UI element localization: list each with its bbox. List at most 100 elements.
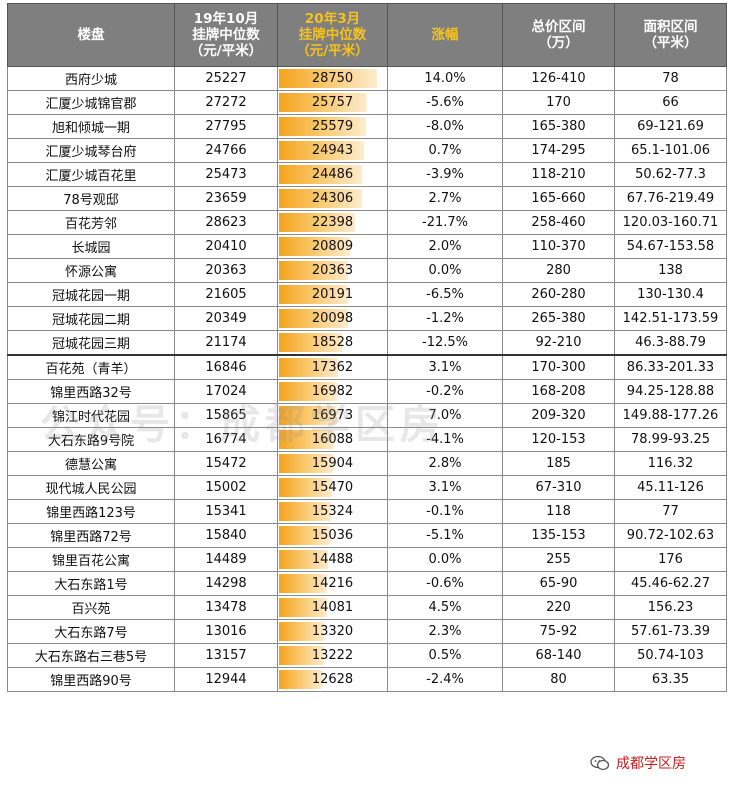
cell-change: 0.0% xyxy=(387,547,503,572)
cell-estate: 大石东路7号 xyxy=(7,619,175,644)
cell-value: 18528 xyxy=(311,335,354,350)
cell-value: 15470 xyxy=(311,480,354,495)
table-row: 德慧公寓 15472 15904 2.8% 185 116.32 xyxy=(7,451,727,476)
cell-value: 13320 xyxy=(311,624,354,639)
cell-area-range: 67.76-219.49 xyxy=(614,186,727,211)
cell-area-range: 45.46-62.27 xyxy=(614,571,727,596)
cell-oct-median: 21605 xyxy=(174,282,278,307)
cell-area-range: 86.33-201.33 xyxy=(614,354,727,380)
cell-mar-median: 14081 xyxy=(277,595,388,620)
cell-mar-median: 20809 xyxy=(277,234,388,259)
cell-change: -5.6% xyxy=(387,90,503,115)
cell-change: 2.3% xyxy=(387,619,503,644)
cell-estate: 大石东路右三巷5号 xyxy=(7,643,175,668)
cell-price-range: 280 xyxy=(502,258,615,283)
value-bar xyxy=(279,261,349,280)
value-bar xyxy=(279,382,337,401)
cell-mar-median: 20098 xyxy=(277,306,388,331)
cell-mar-median: 25757 xyxy=(277,90,388,115)
table-row: 汇厦少城锦官郡 27272 25757 -5.6% 170 66 xyxy=(7,90,727,115)
cell-price-range: 92-210 xyxy=(502,330,615,356)
cell-price-range: 67-310 xyxy=(502,475,615,500)
table-row: 大石东路9号院 16774 16088 -4.1% 120-153 78.99-93.25 xyxy=(7,427,727,452)
cell-value: 28750 xyxy=(311,71,354,86)
cell-change: 0.5% xyxy=(387,643,503,668)
cell-mar-median: 24306 xyxy=(277,186,388,211)
cell-oct-median: 25227 xyxy=(174,66,278,91)
cell-price-range: 135-153 xyxy=(502,523,615,548)
cell-price-range: 209-320 xyxy=(502,403,615,428)
table-row: 旭和倾城一期 27795 25579 -8.0% 165-380 69-121.69 xyxy=(7,114,727,139)
cell-change: -0.2% xyxy=(387,379,503,404)
cell-change: -5.1% xyxy=(387,523,503,548)
cell-oct-median: 20363 xyxy=(174,258,278,283)
cell-mar-median: 15324 xyxy=(277,499,388,524)
cell-change: -1.2% xyxy=(387,306,503,331)
cell-oct-median: 15002 xyxy=(174,475,278,500)
cell-estate: 锦里百花公寓 xyxy=(7,547,175,572)
cell-area-range: 65.1-101.06 xyxy=(614,138,727,163)
cell-price-range: 260-280 xyxy=(502,282,615,307)
value-bar xyxy=(279,189,362,208)
cell-oct-median: 13157 xyxy=(174,643,278,668)
cell-value: 15324 xyxy=(311,504,354,519)
cell-oct-median: 15472 xyxy=(174,451,278,476)
cell-price-range: 65-90 xyxy=(502,571,615,596)
cell-change: 0.0% xyxy=(387,258,503,283)
cell-estate: 大石东路1号 xyxy=(7,571,175,596)
cell-value: 20191 xyxy=(311,287,354,302)
cell-change: 3.1% xyxy=(387,475,503,500)
cell-estate: 汇厦少城琴台府 xyxy=(7,138,175,163)
table-row: 汇厦少城百花里 25473 24486 -3.9% 118-210 50.62-77.3 xyxy=(7,162,727,187)
cell-estate: 德慧公寓 xyxy=(7,451,175,476)
cell-estate: 现代城人民公园 xyxy=(7,475,175,500)
table-row: 锦江时代花园 15865 16973 7.0% 209-320 149.88-177.26 xyxy=(7,403,727,428)
cell-price-range: 170-300 xyxy=(502,354,615,380)
cell-change: -6.5% xyxy=(387,282,503,307)
cell-change: 3.1% xyxy=(387,354,503,380)
cell-oct-median: 13016 xyxy=(174,619,278,644)
cell-estate: 锦里西路32号 xyxy=(7,379,175,404)
cell-area-range: 149.88-177.26 xyxy=(614,403,727,428)
cell-change: 2.0% xyxy=(387,234,503,259)
cell-value: 15036 xyxy=(311,528,354,543)
cell-mar-median: 28750 xyxy=(277,66,388,91)
cell-value: 24486 xyxy=(311,167,354,182)
cell-area-range: 69-121.69 xyxy=(614,114,727,139)
table-row: 长城园 20410 20809 2.0% 110-370 54.67-153.58 xyxy=(7,234,727,259)
cell-value: 24306 xyxy=(311,191,354,206)
cell-price-range: 120-153 xyxy=(502,427,615,452)
table-row: 现代城人民公园 15002 15470 3.1% 67-310 45.11-126 xyxy=(7,475,727,500)
cell-price-range: 185 xyxy=(502,451,615,476)
cell-value: 25579 xyxy=(311,119,354,134)
cell-price-range: 165-660 xyxy=(502,186,615,211)
cell-oct-median: 14489 xyxy=(174,547,278,572)
cell-mar-median: 13320 xyxy=(277,619,388,644)
cell-area-range: 50.62-77.3 xyxy=(614,162,727,187)
cell-mar-median: 14216 xyxy=(277,571,388,596)
cell-value: 16088 xyxy=(311,432,354,447)
cell-mar-median: 16973 xyxy=(277,403,388,428)
cell-area-range: 120.03-160.71 xyxy=(614,210,727,235)
cell-oct-median: 28623 xyxy=(174,210,278,235)
cell-mar-median: 15904 xyxy=(277,451,388,476)
value-bar xyxy=(279,406,337,425)
cell-change: -12.5% xyxy=(387,330,503,356)
table-body: 西府少城 25227 28750 14.0% 126-410 78 汇厦少城锦官郡 27272… xyxy=(7,66,727,692)
cell-change: -4.1% xyxy=(387,427,503,452)
cell-area-range: 46.3-88.79 xyxy=(614,330,727,356)
value-bar xyxy=(279,237,350,256)
cell-oct-median: 27795 xyxy=(174,114,278,139)
cell-value: 16982 xyxy=(311,384,354,399)
cell-value: 24943 xyxy=(311,143,354,158)
value-bar xyxy=(279,213,356,232)
value-bar xyxy=(279,670,323,689)
cell-change: 0.7% xyxy=(387,138,503,163)
cell-mar-median: 20363 xyxy=(277,258,388,283)
cell-price-range: 68-140 xyxy=(502,643,615,668)
cell-change: -2.4% xyxy=(387,667,503,692)
cell-estate: 锦里西路123号 xyxy=(7,499,175,524)
cell-area-range: 45.11-126 xyxy=(614,475,727,500)
cell-area-range: 156.23 xyxy=(614,595,727,620)
cell-estate: 怀源公寓 xyxy=(7,258,175,283)
